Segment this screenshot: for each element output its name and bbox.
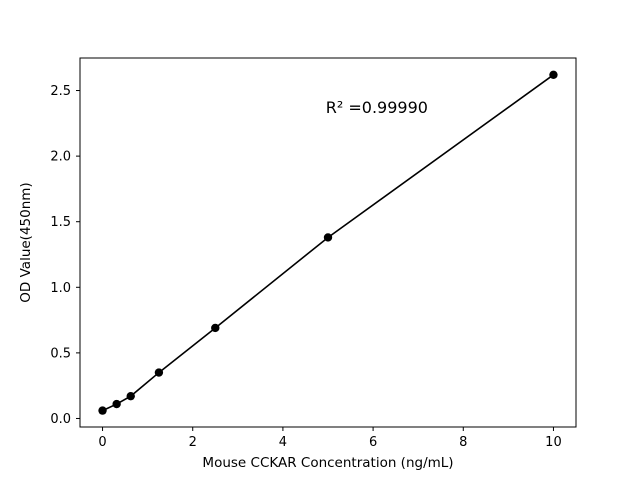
- data-point: [549, 70, 558, 79]
- y-tick-label: 2.0: [50, 150, 71, 165]
- data-point: [112, 399, 121, 409]
- y-axis-label: OD Value(450nm): [18, 182, 34, 302]
- data-point: [126, 391, 135, 401]
- data-point: [154, 368, 164, 377]
- x-tick-label: 0: [98, 435, 106, 450]
- r-squared-annotation: R² =0.99990: [326, 98, 428, 117]
- x-tick-label: 8: [459, 435, 467, 450]
- x-axis-label: Mouse CCKAR Concentration (ng/mL): [202, 455, 453, 471]
- fit-line: [102, 74, 554, 412]
- plot-frame: [79, 57, 577, 428]
- data-point: [211, 323, 220, 333]
- data-point: [98, 406, 107, 415]
- y-tick-label: 2.5: [50, 84, 71, 99]
- x-tick-label: 2: [189, 435, 197, 450]
- x-tick-label: 6: [369, 435, 377, 450]
- y-tick-label: 0.5: [50, 346, 71, 361]
- x-tick-label: 4: [279, 435, 287, 450]
- y-tick-label: 1.5: [50, 215, 71, 230]
- data-point: [323, 233, 333, 242]
- x-tick-label: 10: [545, 435, 562, 450]
- y-tick-label: 0.0: [50, 412, 71, 427]
- y-tick-label: 1.0: [50, 281, 71, 296]
